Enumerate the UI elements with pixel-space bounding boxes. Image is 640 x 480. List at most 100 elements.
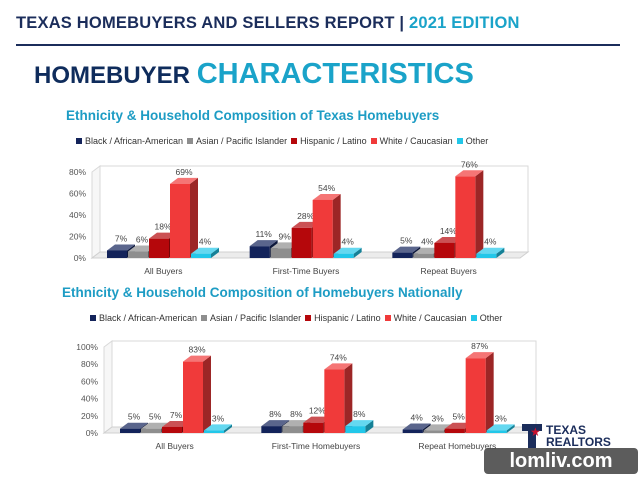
data-label: 69% [175, 167, 192, 177]
bar-top [204, 424, 232, 431]
legend-swatch [370, 138, 377, 144]
bar-top [312, 193, 341, 200]
data-label: 5% [128, 412, 141, 422]
bar-front [149, 238, 169, 258]
data-label: 4% [199, 237, 212, 247]
bar-side [506, 424, 515, 433]
legend-item-other: Other [456, 136, 488, 146]
legend-label: Other [479, 313, 503, 323]
bar-first-time-buyers-other [333, 247, 362, 258]
legend-item-white-caucasian: White / Caucasian [384, 313, 467, 323]
bar-top [249, 240, 278, 247]
bar-side [224, 424, 232, 433]
bar-repeat-homebuyers-white-caucasian [465, 352, 494, 433]
data-label: 5% [149, 412, 162, 422]
bar-side [332, 193, 341, 258]
report-header: TEXAS HOMEBUYERS AND SELLERS REPORT | 20… [16, 14, 520, 33]
header-divider [16, 44, 620, 46]
bar-repeat-buyers-other [476, 247, 505, 258]
legend-label: Hispanic / Latino [300, 136, 367, 146]
texas-realtors-logo-mark-icon: ★ [522, 424, 542, 448]
chart-title-national: Ethnicity & Household Composition of Hom… [62, 285, 463, 300]
bar-all-buyers-other [191, 247, 219, 258]
bar-repeat-homebuyers-other [486, 424, 515, 433]
data-label: 74% [330, 352, 347, 362]
bar-side [190, 177, 198, 258]
data-label: 4% [421, 237, 434, 247]
bar-all-buyers-white-caucasian [183, 355, 211, 433]
y-tick-label: 20% [81, 411, 98, 421]
bar-side [353, 247, 362, 258]
bar-top [402, 423, 431, 430]
data-label: 14% [440, 226, 457, 236]
legend-swatch [305, 315, 312, 321]
data-label: 8% [269, 409, 282, 419]
data-label: 87% [471, 341, 488, 351]
chart-title-texas: Ethnicity & Household Composition of Tex… [66, 108, 440, 123]
bar-front [312, 199, 333, 258]
y-tick-label: 80% [81, 359, 98, 369]
bar-all-buyers-other [204, 424, 232, 433]
category-label: All Buyers [156, 441, 194, 451]
bar-top [170, 177, 198, 184]
bar-front [261, 426, 282, 433]
bar-front [303, 422, 324, 433]
bar-front [141, 428, 161, 433]
data-label: 7% [115, 233, 128, 243]
data-label: 54% [318, 183, 335, 193]
legend-swatch [470, 315, 477, 321]
bar-top [465, 352, 494, 359]
bar-top [333, 247, 362, 254]
bar-front [204, 430, 224, 433]
data-label: 9% [279, 231, 292, 241]
bar-front [455, 176, 476, 258]
bar-top [120, 422, 148, 429]
bar-first-time-homebuyers-white-caucasian [324, 363, 353, 433]
legend-item-white-caucasian: White / Caucasian [370, 136, 453, 146]
data-label: 18% [154, 222, 171, 232]
bar-top [476, 247, 505, 254]
bar-front [434, 242, 455, 258]
bar-front [423, 430, 444, 433]
bar-front [476, 253, 497, 258]
bar-front [392, 252, 413, 258]
category-label: First-Time Buyers [273, 266, 340, 276]
legend-item-asian-pacific-islander: Asian / Pacific Islander [187, 136, 287, 146]
logo-line2: REALTORS [546, 435, 611, 449]
bar-front [170, 183, 190, 258]
data-label: 76% [461, 159, 478, 169]
data-label: 5% [400, 236, 413, 246]
legend-swatch [76, 138, 82, 144]
bar-top [191, 247, 219, 254]
section-title-word1: HOMEBUYER [34, 62, 197, 89]
bar-front [282, 426, 303, 433]
category-label: All Buyers [144, 266, 182, 276]
data-label: 7% [170, 410, 183, 420]
bar-front [107, 250, 127, 258]
bar-first-time-buyers-white-caucasian [312, 193, 341, 258]
logo-line1: TEXAS [546, 423, 587, 437]
bar-front [324, 369, 345, 433]
bar-top [486, 424, 515, 431]
legend-swatch [90, 315, 96, 321]
bar-front [162, 426, 182, 433]
legend-item-other: Other [470, 313, 503, 323]
bar-front [120, 428, 140, 433]
legend-national: Black / African-American Asian / Pacific … [90, 313, 506, 323]
data-label: 28% [297, 211, 314, 221]
watermark: lomliv.com [484, 448, 638, 474]
bar-top [324, 363, 353, 370]
legend-label: Black / African-American [85, 136, 184, 146]
data-label: 6% [136, 235, 149, 245]
bar-front [413, 253, 434, 258]
bar-side [203, 355, 211, 433]
data-label: 4% [411, 413, 424, 423]
bar-top [107, 244, 135, 251]
bar-top [345, 420, 374, 427]
bar-front [270, 248, 291, 258]
data-label: 8% [290, 409, 303, 419]
data-label: 3% [495, 413, 508, 423]
y-tick-label: 80% [69, 167, 86, 177]
data-label: 83% [188, 345, 205, 355]
